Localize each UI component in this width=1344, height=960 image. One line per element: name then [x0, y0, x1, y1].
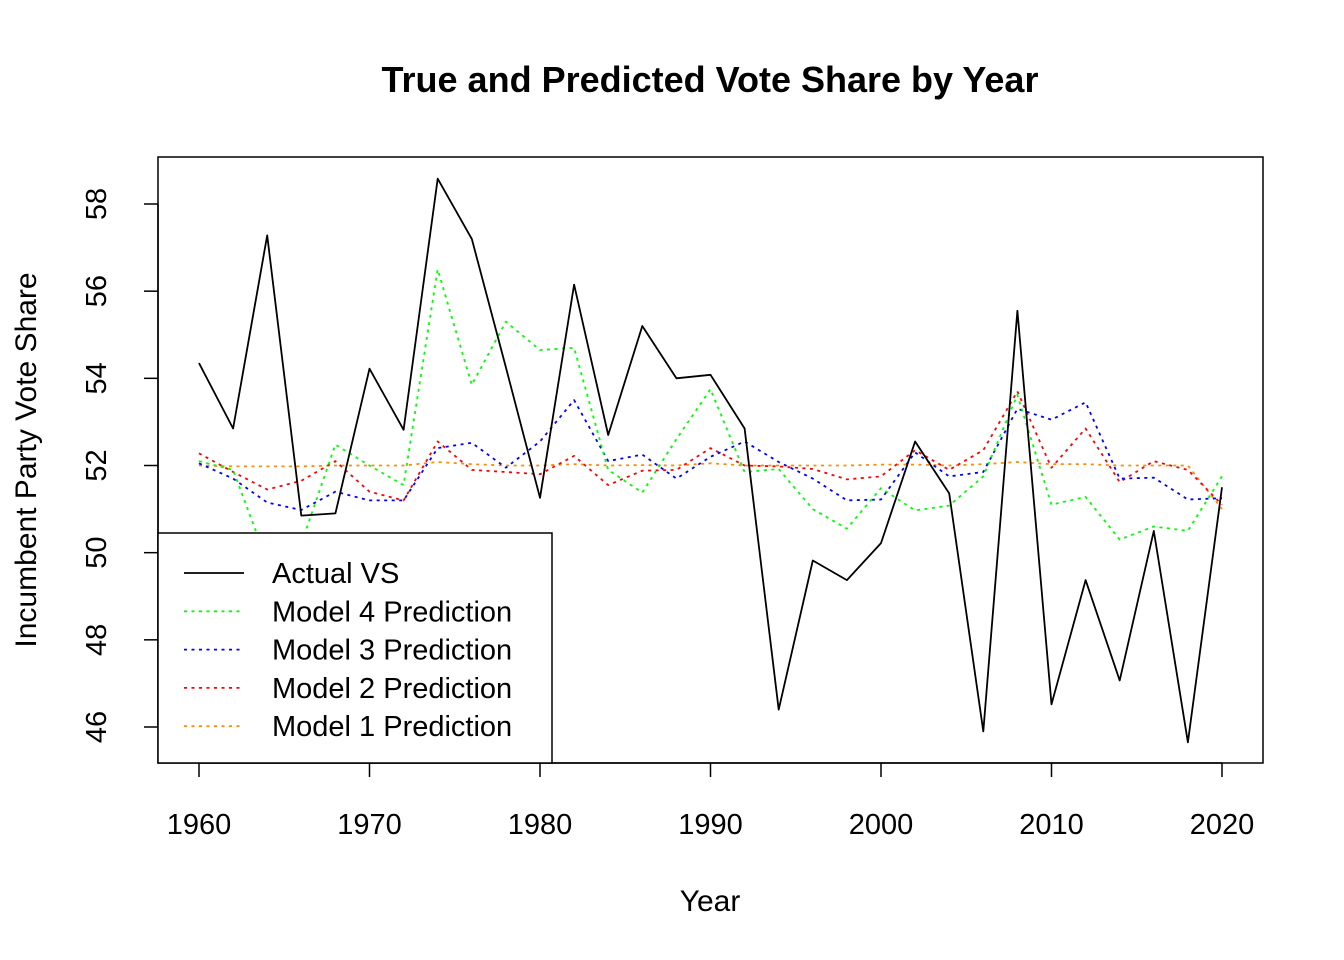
legend-label: Model 2 Prediction [272, 673, 512, 705]
series-line-model-1-prediction [198, 461, 1223, 510]
y-tick-label: 48 [81, 624, 113, 656]
y-tick-label: 56 [81, 275, 113, 307]
y-tick-label: 50 [81, 537, 113, 569]
y-axis: 46 48 50 52 54 56 58 [81, 188, 159, 743]
x-tick-label: 1960 [167, 809, 232, 841]
y-tick-label: 58 [81, 188, 113, 220]
x-tick-label: 1990 [678, 809, 743, 841]
x-tick-label: 2000 [849, 809, 914, 841]
x-axis-title: Year [680, 885, 741, 918]
chart-title: True and Predicted Vote Share by Year [382, 59, 1039, 100]
x-tick-label: 2010 [1019, 809, 1084, 841]
legend-label: Model 3 Prediction [272, 635, 512, 667]
x-axis: 1960 1970 1980 1990 2000 2010 2020 [167, 762, 1255, 841]
legend-label: Actual VS [272, 558, 399, 590]
x-tick-label: 2020 [1190, 809, 1255, 841]
series-line-model-3-prediction [198, 399, 1223, 511]
legend-label: Model 4 Prediction [272, 596, 512, 628]
series-layer [198, 177, 1223, 744]
y-tick-label: 54 [81, 362, 113, 394]
x-tick-label: 1970 [337, 809, 402, 841]
series-line-model-4-prediction [198, 268, 1223, 563]
y-tick-label: 52 [81, 449, 113, 481]
series-line-model-2-prediction [198, 390, 1223, 506]
legend: Actual VS Model 4 Prediction Model 3 Predi… [157, 532, 553, 764]
x-tick-label: 1980 [508, 809, 573, 841]
y-tick-label: 46 [81, 711, 113, 743]
legend-label: Model 1 Prediction [272, 711, 512, 743]
legend-box [157, 532, 553, 764]
y-axis-title: Incumbent Party Vote Share [10, 272, 43, 647]
series-line-actual-vs [198, 177, 1223, 744]
